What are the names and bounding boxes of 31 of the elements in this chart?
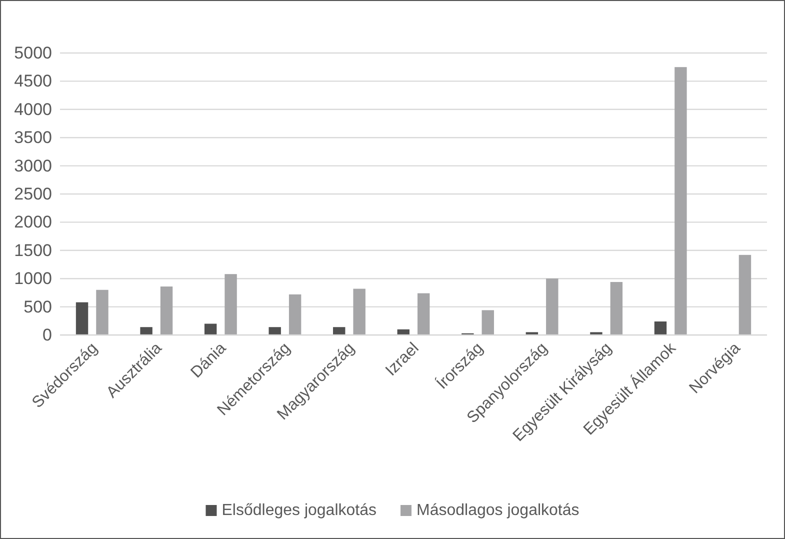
bar [353,288,366,335]
bar [140,327,152,335]
bar [160,286,173,335]
y-tick-label: 500 [24,297,52,316]
legend-label: Másodlagos jogalkotás [416,502,580,519]
bar [418,293,430,335]
bar [546,278,558,335]
y-tick-label: 4500 [14,72,52,91]
bar [333,327,346,335]
bar [590,332,602,335]
bar [76,302,88,335]
bar [224,274,237,335]
y-tick-label: 4000 [14,100,52,119]
bar [610,282,623,335]
y-tick-label: 5000 [14,43,52,62]
bar [482,310,494,335]
bar [674,67,687,335]
y-tick-label: 2500 [14,184,52,204]
y-tick-label: 0 [42,325,52,344]
bar [654,321,667,335]
bar [204,324,217,335]
bar [268,327,281,335]
y-tick-label: 2000 [14,212,52,232]
bar [738,254,752,335]
bar [96,290,108,335]
y-tick-label: 3000 [14,156,52,176]
y-tick-label: 3500 [14,128,52,148]
legend-label: Elsődleges jogalkotás [222,502,376,519]
bar [288,294,302,335]
y-tick-label: 1000 [14,269,52,288]
y-tick-label: 1500 [14,240,52,260]
